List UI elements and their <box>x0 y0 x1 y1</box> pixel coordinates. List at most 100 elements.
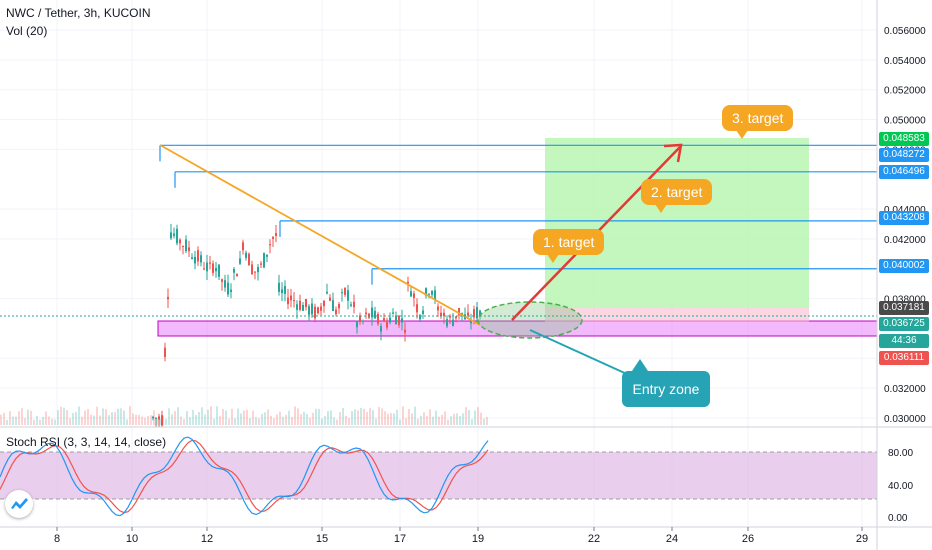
candle-body <box>161 415 163 426</box>
price-label-8: 0.036111 <box>879 351 929 365</box>
candle-body <box>155 417 157 420</box>
volume-bar <box>246 409 248 425</box>
volume-bar <box>399 419 401 425</box>
candle-body <box>281 289 283 293</box>
candle-body <box>335 309 337 315</box>
candle-body <box>242 242 244 251</box>
volume-bar <box>396 409 398 425</box>
volume-bar <box>486 416 488 425</box>
candle-body <box>272 236 274 239</box>
volume-bar <box>465 407 467 425</box>
volume-bar <box>39 419 41 425</box>
volume-bar <box>291 416 293 425</box>
volume-bar <box>114 412 116 425</box>
volume-bar <box>213 418 215 425</box>
volume-bar <box>48 416 50 425</box>
candle-body <box>377 313 379 324</box>
volume-bar <box>24 418 26 425</box>
volume-bar <box>144 417 146 425</box>
candle-body <box>431 290 433 295</box>
tradingview-logo[interactable] <box>5 490 33 518</box>
target-3-bubble: 3. target <box>722 105 794 139</box>
price-label-5: 0.037181 <box>879 301 929 315</box>
candle-body <box>413 293 415 299</box>
candle-body <box>266 254 268 257</box>
volume-bar <box>222 408 224 425</box>
candle-body <box>191 257 193 259</box>
candle-body <box>344 287 346 295</box>
volume-bar <box>252 410 254 425</box>
volume-bar <box>378 407 380 425</box>
price-label-2: 0.046496 <box>879 165 929 179</box>
volume-bar <box>228 418 230 425</box>
volume-bar <box>339 411 341 425</box>
volume-bar <box>93 415 95 425</box>
volume-bar <box>303 411 305 425</box>
volume-bar <box>420 415 422 425</box>
volume-bar <box>126 419 128 425</box>
volume-bar <box>369 408 371 425</box>
volume-bar <box>105 409 107 425</box>
volume-bar <box>312 412 314 425</box>
volume-bar <box>255 417 257 425</box>
volume-bar <box>348 418 350 425</box>
candle-body <box>308 306 310 315</box>
candle-body <box>440 312 442 317</box>
volume-bar <box>276 414 278 425</box>
candle-body <box>392 312 394 314</box>
volume-bar <box>87 408 89 425</box>
volume-bar <box>165 418 167 425</box>
target-3-label: 3. target <box>732 110 784 126</box>
descending-trendline <box>159 144 481 326</box>
volume-bar <box>132 413 134 425</box>
time-tick-5: 19 <box>472 533 484 545</box>
volume-bar <box>261 413 263 425</box>
volume-bar <box>342 407 344 425</box>
volume-bar <box>102 408 104 425</box>
volume-bar <box>78 406 80 425</box>
candle-body <box>317 307 319 314</box>
volume-bar <box>402 406 404 425</box>
volume-bar <box>456 413 458 425</box>
price-tick-7: 0.038000 <box>884 295 926 306</box>
candle-body <box>380 326 382 332</box>
candle-body <box>467 312 469 316</box>
target-1-bubble: 1. target <box>533 229 605 263</box>
volume-bar <box>147 416 149 425</box>
volume-bar <box>33 419 35 425</box>
volume-bar <box>231 408 233 425</box>
volume-bar <box>12 416 14 425</box>
candle-body <box>329 297 331 301</box>
candle-body <box>212 263 214 273</box>
candle-body <box>287 297 289 305</box>
time-tick-8: 26 <box>742 533 754 545</box>
candle-body <box>299 300 301 310</box>
candle-body <box>224 280 226 288</box>
candle-body <box>296 304 298 310</box>
candle-body <box>389 317 391 323</box>
chart-title: NWC / Tether, 3h, KUCOIN <box>6 6 151 20</box>
candle-body <box>206 262 208 272</box>
volume-bar <box>477 407 479 425</box>
entry-pointer <box>529 329 641 381</box>
candle-body <box>188 247 190 252</box>
volume-bar <box>57 410 59 425</box>
candle-body <box>197 250 199 262</box>
volume-bar <box>471 419 473 425</box>
candle-body <box>320 306 322 311</box>
volume-bar <box>9 411 11 425</box>
volume-bar <box>381 408 383 425</box>
volume-bar <box>135 414 137 425</box>
volume-bar <box>354 409 356 425</box>
candle-body <box>404 329 406 333</box>
volume-bar <box>210 406 212 425</box>
candles <box>152 223 481 428</box>
candle-body <box>326 291 328 294</box>
price-tick-9: 0.032000 <box>884 384 926 395</box>
volume-label: Vol (20) <box>6 24 48 38</box>
time-tick-0: 8 <box>54 533 60 545</box>
candle-body <box>200 255 202 263</box>
price-label-3: 0.043208 <box>879 211 929 225</box>
